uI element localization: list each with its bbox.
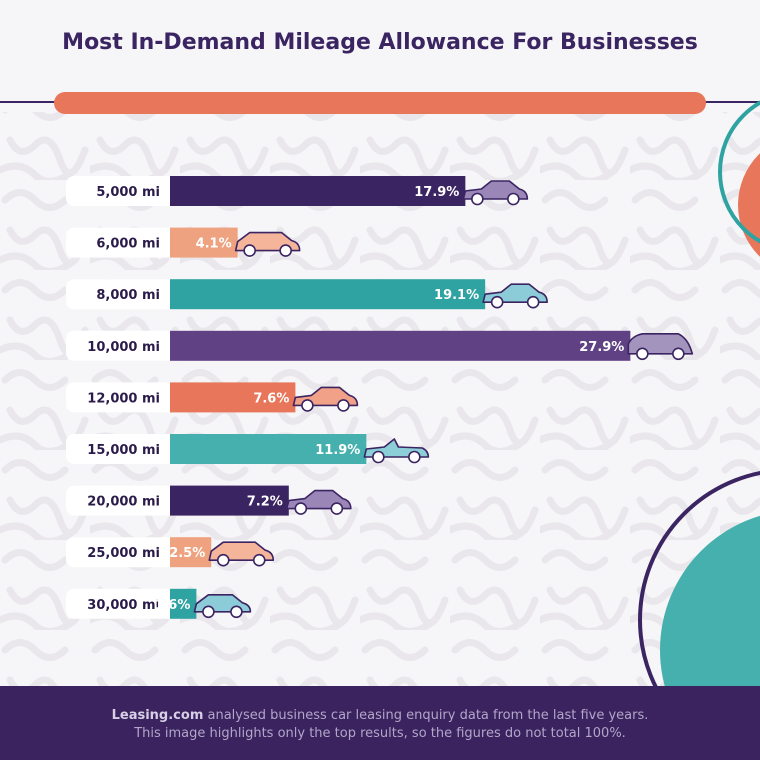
chart-title: Most In-Demand Mileage Allowance For Bus… [62, 30, 698, 55]
bar [170, 434, 367, 464]
footer-brand: Leasing.com [111, 708, 204, 723]
bar-row: 30,000 mi1.6% [66, 588, 252, 619]
bar-row: 12,000 mi 7.6% [66, 382, 359, 413]
bar [170, 588, 197, 619]
category-label-bg [66, 588, 186, 619]
category-label: 10,000 mi [87, 340, 160, 355]
bar-row: 10,000 mi 27.9% [66, 330, 694, 361]
hatchback-icon [286, 489, 352, 515]
bar-row: 8,000 mi 19.1% [66, 279, 548, 310]
bar-row: 20,000 mi 7.2% [66, 485, 352, 516]
category-label-bg [66, 537, 186, 568]
bar [170, 227, 238, 258]
category-label: 12,000 mi [87, 391, 160, 406]
value-label: 17.9% [414, 185, 459, 200]
value-label: 11.9% [315, 443, 360, 458]
deco-purple-ring [638, 471, 760, 760]
value-label: 1.6% [154, 598, 190, 613]
value-label: 19.1% [434, 288, 479, 303]
footer: Leasing.com analysed business car leasin… [0, 686, 760, 760]
category-label-bg [66, 434, 186, 464]
category-label: 30,000 mi [87, 598, 160, 613]
value-label: 7.6% [253, 391, 289, 406]
bar-row: 6,000 mi 4.1% [66, 227, 301, 258]
category-label: 15,000 mi [87, 443, 160, 458]
category-label: 20,000 mi [87, 495, 160, 510]
footer-line-2: This image highlights only the top resul… [134, 726, 626, 741]
hatchback-icon [462, 180, 529, 206]
deco-teal-ring [718, 100, 760, 244]
category-label: 6,000 mi [96, 237, 160, 252]
category-label: 8,000 mi [96, 288, 160, 303]
bar [170, 537, 212, 568]
bar [170, 330, 631, 361]
estate-car-icon [234, 231, 301, 257]
category-label-bg [66, 382, 186, 413]
footer-line-1: Leasing.com analysed business car leasin… [0, 708, 760, 723]
category-label: 5,000 mi [96, 185, 160, 200]
value-label: 7.2% [247, 495, 283, 510]
value-label: 2.5% [169, 546, 205, 561]
sedan-icon [482, 283, 548, 309]
bar [170, 382, 296, 413]
category-label-bg [66, 485, 186, 516]
header-orange-bar [54, 92, 706, 114]
bar-chart: 5,000 mi 17.9% 6,000 mi 4.1% 8,000 mi 19.1% 10… [66, 176, 694, 619]
footer-line-1-text: analysed business car leasing enquiry da… [203, 708, 649, 723]
bar [170, 176, 466, 206]
estate-car-icon [208, 541, 275, 567]
value-label: 27.9% [579, 340, 624, 355]
minivan-icon [627, 333, 694, 361]
bar-row: 5,000 mi 17.9% [66, 176, 529, 206]
category-label-bg [66, 279, 186, 310]
category-label-bg [66, 176, 186, 206]
category-label-bg [66, 227, 186, 258]
bar [170, 485, 289, 516]
value-label: 4.1% [196, 237, 232, 252]
bar-row: 15,000 mi 11.9% [66, 434, 430, 464]
bar [170, 279, 486, 310]
bar-row: 25,000 mi 2.5% [66, 537, 275, 568]
category-label: 25,000 mi [87, 546, 160, 561]
convertible-icon [363, 438, 430, 464]
saloon-icon [292, 386, 359, 412]
compact-car-icon [193, 594, 252, 619]
category-label-bg [66, 330, 186, 361]
